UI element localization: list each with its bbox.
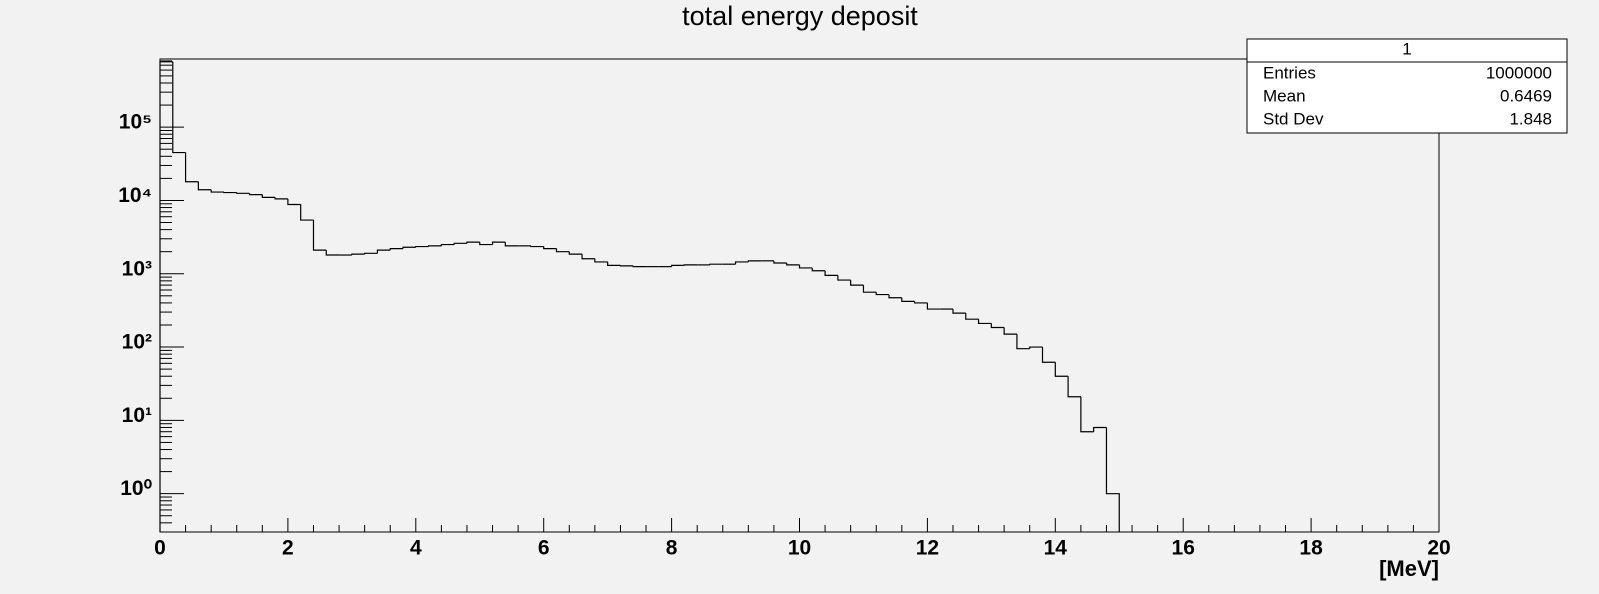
histogram-bin xyxy=(990,323,1005,329)
chart-title: total energy deposit xyxy=(682,1,918,31)
histogram-bin xyxy=(1029,346,1043,349)
histogram-bin xyxy=(453,242,467,245)
histogram-bin xyxy=(427,245,442,247)
stats-frame xyxy=(1246,38,1568,134)
x-axis-label: [MeV] xyxy=(1379,556,1439,581)
histogram-bin xyxy=(773,260,787,264)
histogram-bin xyxy=(261,194,276,199)
histogram-bin xyxy=(1054,362,1069,377)
histogram-bin xyxy=(709,263,723,265)
histogram-bin xyxy=(965,313,979,320)
histogram-bin xyxy=(888,294,902,299)
stats-label: Std Dev xyxy=(1263,109,1324,128)
stats-value: 0.6469 xyxy=(1500,86,1552,105)
histogram-bin xyxy=(747,260,762,262)
histogram-bin xyxy=(926,302,941,310)
histogram-bin xyxy=(1003,327,1017,335)
histogram-bin xyxy=(734,261,749,265)
histogram-bin xyxy=(376,249,391,254)
histogram-bin xyxy=(159,61,173,532)
histogram-bin xyxy=(798,264,813,269)
histogram-bin xyxy=(364,252,378,255)
histogram-bin xyxy=(671,264,685,267)
histogram-bin xyxy=(236,192,250,194)
histogram-bin xyxy=(543,246,557,250)
histogram-bin xyxy=(530,245,544,248)
histogram-bin xyxy=(811,267,826,272)
histogram-bin xyxy=(300,204,314,221)
stats-box: 1 Entries 1000000 Mean 0.6469 Std Dev 1.848 xyxy=(1246,38,1568,134)
stats-value: 1000000 xyxy=(1486,63,1552,82)
y-tick-label: 10¹ xyxy=(122,404,152,427)
y-tick-label: 10⁴ xyxy=(118,184,152,207)
x-tick-label: 0 xyxy=(154,537,166,560)
histogram-bin xyxy=(351,253,365,256)
histogram-bin xyxy=(466,241,480,244)
histogram-bin xyxy=(504,242,519,247)
histogram-bin xyxy=(568,251,583,255)
histogram-bin xyxy=(914,301,928,304)
x-tick-label: 4 xyxy=(410,537,422,560)
histogram-bin xyxy=(491,241,506,245)
histogram-bin xyxy=(901,297,915,302)
histogram-bin xyxy=(210,189,224,193)
histogram-bin xyxy=(594,258,608,263)
histogram-bin xyxy=(248,193,263,196)
x-tick-label: 18 xyxy=(1299,537,1323,560)
histogram-bin xyxy=(325,250,340,256)
histogram-bin xyxy=(479,242,493,246)
stats-title: 1 xyxy=(1402,39,1411,58)
x-tick-label: 2 xyxy=(282,537,294,560)
histogram-bin xyxy=(875,292,890,296)
stats-label: Entries xyxy=(1263,63,1316,82)
histogram-bin xyxy=(1080,396,1094,433)
histogram-bin xyxy=(1093,426,1107,432)
histogram-bin xyxy=(402,246,416,249)
histogram-bin xyxy=(1041,347,1056,363)
histogram-bin xyxy=(555,248,570,253)
x-tick-label: 12 xyxy=(916,537,939,560)
y-tick-label: 10³ xyxy=(122,257,152,280)
y-tick-label: 10² xyxy=(122,331,152,354)
histogram-bin xyxy=(415,245,429,248)
histogram-bin xyxy=(184,152,199,183)
histogram-bin xyxy=(312,220,327,251)
histogram-bin xyxy=(274,197,288,200)
y-tick-label: 10⁰ xyxy=(120,477,152,500)
histogram-bin xyxy=(1016,334,1030,350)
histogram-bin xyxy=(389,248,404,251)
x-tick-label: 16 xyxy=(1172,537,1195,560)
histogram-bin xyxy=(1105,427,1120,532)
x-tick-label: 10 xyxy=(788,537,811,560)
histogram-bin xyxy=(862,285,877,293)
histogram-bin xyxy=(632,265,647,268)
stats-label: Mean xyxy=(1263,86,1306,105)
histogram-bin xyxy=(977,319,992,325)
x-tick-label: 6 xyxy=(538,537,550,560)
histogram-bin xyxy=(287,198,301,206)
histogram-bin xyxy=(850,280,864,286)
histogram-bin xyxy=(837,275,851,281)
histogram-bin xyxy=(581,254,595,260)
histogram-bin xyxy=(786,263,800,266)
y-tick-label: 10⁵ xyxy=(119,111,152,134)
stats-value: 1.848 xyxy=(1509,109,1552,128)
histogram-bin xyxy=(172,61,186,154)
histogram-bin xyxy=(607,261,621,266)
histogram-bin xyxy=(440,243,455,246)
histogram-bin xyxy=(1067,376,1081,398)
histogram-bin xyxy=(197,181,212,191)
histogram-bin xyxy=(824,270,838,276)
x-tick-label: 8 xyxy=(666,537,678,560)
x-tick-label: 14 xyxy=(1044,537,1068,560)
x-tick-label: 20 xyxy=(1427,537,1450,560)
histogram-bin xyxy=(952,309,966,314)
